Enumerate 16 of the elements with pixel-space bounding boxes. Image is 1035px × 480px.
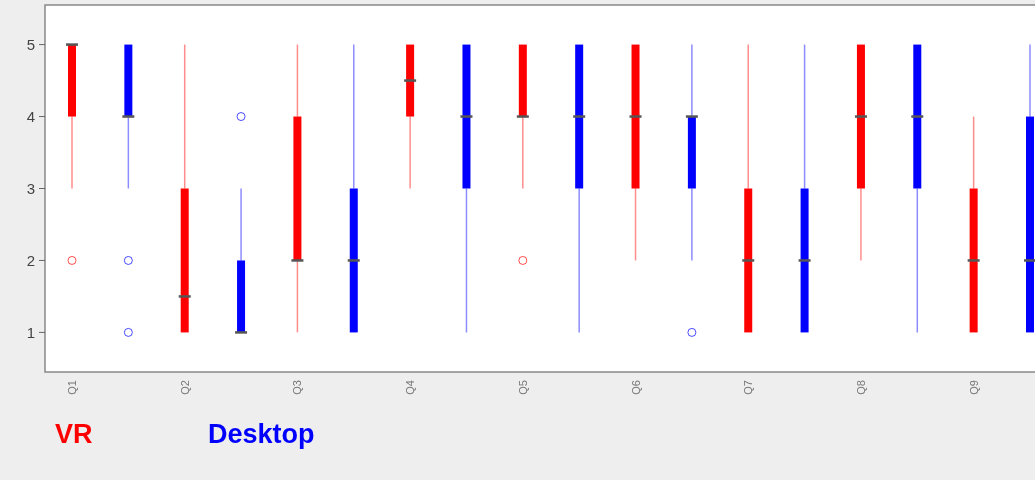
x-tick-label: Q3 <box>291 380 304 395</box>
x-tick-label: Q9 <box>967 380 980 395</box>
x-tick-label: Q5 <box>516 380 529 395</box>
x-tick-label: Q7 <box>742 380 755 395</box>
y-tick-label: 5 <box>26 35 35 53</box>
x-tick-label: Q6 <box>629 380 642 395</box>
y-tick-label: 2 <box>26 251 35 269</box>
x-tick-label: Q4 <box>404 380 417 395</box>
x-tick-label: Q2 <box>178 380 191 395</box>
x-tick-label: Q1 <box>66 380 78 395</box>
y-tick-label: 3 <box>26 179 35 197</box>
text: VR <box>55 419 93 449</box>
text: Desktop <box>208 419 315 449</box>
y-tick-label: 4 <box>26 107 35 125</box>
x-tick-label: Q8 <box>854 380 867 395</box>
y-tick-label: 1 <box>26 323 35 341</box>
